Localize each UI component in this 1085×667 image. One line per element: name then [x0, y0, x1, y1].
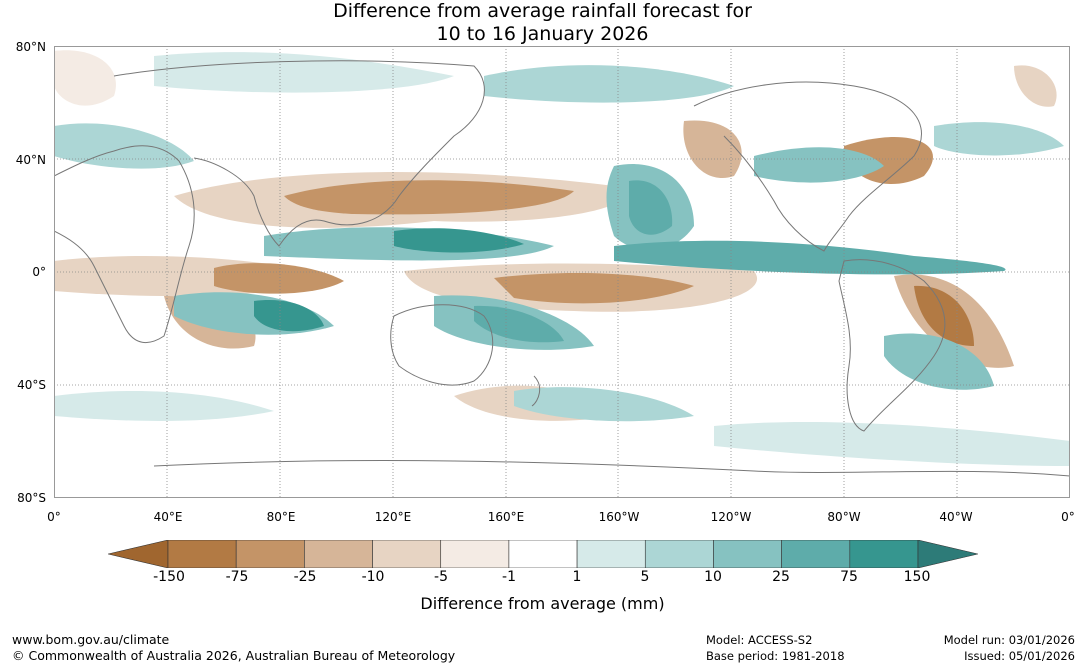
legend-swatch	[235, 540, 305, 568]
legend-swatch	[644, 540, 714, 568]
dry-anomaly-patch	[284, 180, 574, 215]
legend-swatch	[508, 540, 578, 568]
dry-anomaly-patch	[494, 272, 694, 304]
legend-swatch	[304, 540, 373, 568]
lon-label-160w: 160°W	[598, 510, 640, 524]
legend-swatch	[440, 540, 510, 568]
coastline-asia	[113, 60, 485, 247]
coastline-australia	[390, 304, 494, 386]
lon-label-40e: 40°E	[153, 510, 183, 524]
legend-swatch	[576, 540, 646, 568]
lat-label-80n: 80°N	[15, 40, 46, 54]
legend-swatch	[167, 540, 237, 568]
lon-label-80w: 80°W	[827, 510, 861, 524]
legend-tick: 1	[572, 569, 582, 585]
coastline-south-america	[838, 259, 946, 432]
lon-label-40w: 40°W	[939, 510, 973, 524]
graticule	[54, 46, 1070, 498]
wet-anomaly-patch	[629, 180, 673, 235]
wet-anomaly-patch	[614, 240, 1006, 275]
title-line-2: 10 to 16 January 2026	[436, 23, 649, 45]
wet-anomaly-patch	[484, 65, 734, 103]
footer-base-period: Base period: 1981-2018	[706, 649, 845, 663]
dry-anomaly-patch	[683, 120, 742, 178]
legend-tick: 150	[903, 569, 931, 585]
coastline-north-america	[693, 81, 922, 252]
lon-label-0-right: 0°	[1061, 510, 1075, 524]
coastline-antarctica	[153, 460, 1071, 477]
legend-colorbar	[108, 540, 978, 568]
legend-tick: 5	[640, 569, 650, 585]
coastline-africa-europe	[53, 145, 195, 344]
rainfall-anomaly-map	[53, 46, 1071, 498]
footer-model: Model: ACCESS-S2	[706, 633, 813, 647]
wet-anomaly-patch	[714, 421, 1070, 466]
dry-anomaly-patch	[54, 50, 116, 106]
wet-anomaly-patch	[514, 387, 694, 422]
legend-swatch	[849, 540, 919, 568]
legend-swatch	[372, 540, 442, 568]
lat-label-40n: 40°N	[15, 153, 46, 167]
dry-anomaly-patch	[1014, 65, 1057, 107]
legend-tick: -75	[225, 569, 249, 585]
dry-anomaly-patch	[214, 263, 344, 294]
wet-anomaly-patch	[254, 300, 324, 332]
wet-anomaly-patch	[394, 228, 524, 253]
lon-label-160e: 160°E	[487, 510, 525, 524]
footer-model-run: Model run: 03/01/2026	[943, 633, 1075, 647]
wet-anomaly-patch	[754, 147, 884, 183]
lon-label-120e: 120°E	[374, 510, 412, 524]
legend-title: Difference from average (mm)	[420, 594, 665, 613]
legend-tick: -10	[361, 569, 385, 585]
map-frame	[54, 46, 1070, 498]
legend-swatch	[781, 540, 851, 568]
lon-label-80e: 80°E	[266, 510, 296, 524]
footer-url: www.bom.gov.au/climate	[12, 632, 170, 647]
map-title: Difference from average rainfall forecas…	[0, 0, 1085, 46]
legend-tick: -1	[502, 569, 516, 585]
wet-anomaly-patch	[884, 333, 994, 390]
lat-label-equator: 0°	[32, 265, 46, 279]
legend-tick: 25	[772, 569, 790, 585]
legend-tick: -150	[153, 569, 185, 585]
anomaly-fields	[54, 50, 1070, 466]
lon-label-120w: 120°W	[710, 510, 752, 524]
legend-tick: -25	[293, 569, 317, 585]
lat-label-40s: 40°S	[17, 378, 46, 392]
wet-anomaly-patch	[54, 123, 194, 169]
wet-anomaly-patch	[934, 122, 1064, 156]
wet-anomaly-patch	[154, 52, 454, 93]
coastlines	[53, 60, 1071, 477]
legend-tick: -5	[434, 569, 448, 585]
legend-swatch	[713, 540, 782, 568]
lat-label-80s: 80°S	[17, 491, 46, 505]
title-line-1: Difference from average rainfall forecas…	[333, 0, 752, 22]
wet-anomaly-patch	[54, 391, 274, 421]
legend-swatch-min-arrow	[108, 540, 169, 568]
map-canvas	[53, 46, 1071, 498]
footer-copyright: © Commonwealth of Australia 2026, Austra…	[12, 648, 456, 663]
legend-tick: 10	[704, 569, 722, 585]
lon-label-0-left: 0°	[47, 510, 61, 524]
footer-issued: Issued: 05/01/2026	[964, 649, 1075, 663]
legend-tick: 75	[840, 569, 858, 585]
legend-swatch-max-arrow	[917, 540, 978, 568]
coastline-new-zealand	[531, 375, 541, 407]
wet-anomaly-patch	[474, 305, 564, 343]
